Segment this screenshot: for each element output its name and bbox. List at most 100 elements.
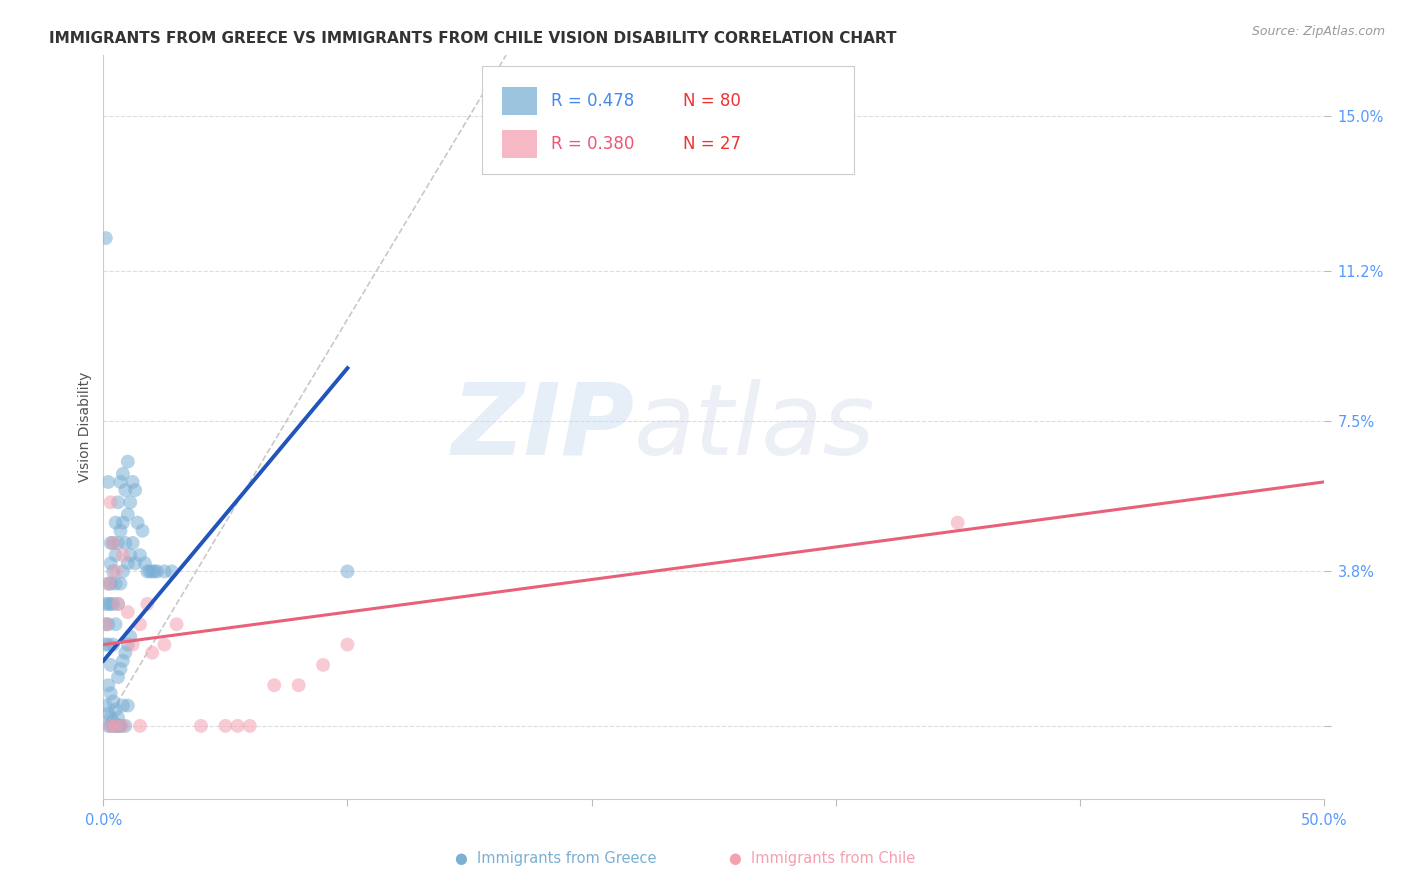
Point <box>110 475 132 489</box>
Point <box>114 483 136 497</box>
FancyBboxPatch shape <box>482 66 853 174</box>
Text: atlas: atlas <box>634 378 876 475</box>
Point <box>101 597 124 611</box>
Point <box>111 467 134 481</box>
Point <box>312 657 335 672</box>
Y-axis label: Vision Disability: Vision Disability <box>79 372 93 483</box>
Point <box>111 719 134 733</box>
Point <box>101 565 124 579</box>
Point <box>129 617 152 632</box>
Point <box>120 495 142 509</box>
FancyBboxPatch shape <box>502 130 537 159</box>
Point <box>124 556 146 570</box>
Text: ZIP: ZIP <box>451 378 634 475</box>
Point <box>107 495 129 509</box>
Point <box>143 565 166 579</box>
Point <box>94 638 117 652</box>
Point <box>141 646 163 660</box>
Point <box>110 719 132 733</box>
Point <box>141 565 163 579</box>
Point <box>120 548 142 562</box>
Text: N = 80: N = 80 <box>683 92 741 110</box>
Point <box>117 638 139 652</box>
Point <box>104 516 127 530</box>
Point <box>117 455 139 469</box>
Point <box>287 678 309 692</box>
Point <box>117 508 139 522</box>
Point <box>100 576 122 591</box>
Point <box>104 548 127 562</box>
Point <box>94 617 117 632</box>
Point <box>104 719 127 733</box>
Point <box>100 686 122 700</box>
Point <box>97 576 120 591</box>
Point <box>214 719 236 733</box>
Point <box>97 576 120 591</box>
Point <box>107 597 129 611</box>
Text: ●  Immigrants from Greece: ● Immigrants from Greece <box>454 851 657 865</box>
Point <box>107 536 129 550</box>
Point <box>104 703 127 717</box>
Point <box>94 231 117 245</box>
Point <box>124 483 146 497</box>
Point <box>100 556 122 570</box>
Point <box>111 516 134 530</box>
Point <box>110 662 132 676</box>
Point <box>263 678 285 692</box>
Point <box>97 475 120 489</box>
Point <box>100 711 122 725</box>
Point <box>111 565 134 579</box>
Text: ●  Immigrants from Chile: ● Immigrants from Chile <box>730 851 915 865</box>
Point <box>97 617 120 632</box>
Point <box>101 714 124 729</box>
Point <box>121 638 143 652</box>
Point <box>94 597 117 611</box>
FancyBboxPatch shape <box>502 87 537 115</box>
Point <box>107 711 129 725</box>
Point <box>134 556 156 570</box>
Point <box>101 536 124 550</box>
Point <box>121 536 143 550</box>
Point <box>104 565 127 579</box>
Point <box>120 630 142 644</box>
Text: R = 0.478: R = 0.478 <box>551 92 634 110</box>
Point <box>111 548 134 562</box>
Point <box>110 719 132 733</box>
Point <box>117 605 139 619</box>
Point <box>121 475 143 489</box>
Point <box>107 597 129 611</box>
Point <box>97 638 120 652</box>
Point <box>153 565 176 579</box>
Point <box>100 536 122 550</box>
Point <box>97 678 120 692</box>
Point <box>136 597 159 611</box>
Point <box>946 516 969 530</box>
Point <box>190 719 212 733</box>
Point <box>239 719 262 733</box>
Point <box>94 698 117 713</box>
Point <box>153 638 176 652</box>
Point <box>114 536 136 550</box>
Point <box>131 524 153 538</box>
Point <box>104 719 127 733</box>
Point <box>101 694 124 708</box>
Point <box>336 565 359 579</box>
Point <box>100 597 122 611</box>
Point <box>104 576 127 591</box>
Text: Source: ZipAtlas.com: Source: ZipAtlas.com <box>1251 25 1385 38</box>
Point <box>226 719 249 733</box>
Point <box>117 556 139 570</box>
Point <box>114 719 136 733</box>
Point <box>97 719 120 733</box>
Point <box>100 657 122 672</box>
Text: IMMIGRANTS FROM GREECE VS IMMIGRANTS FROM CHILE VISION DISABILITY CORRELATION CH: IMMIGRANTS FROM GREECE VS IMMIGRANTS FRO… <box>49 31 897 46</box>
Point <box>129 719 152 733</box>
Point <box>104 617 127 632</box>
Point <box>166 617 188 632</box>
Point <box>111 654 134 668</box>
Point <box>111 698 134 713</box>
Point <box>107 719 129 733</box>
Point <box>117 698 139 713</box>
Point <box>136 565 159 579</box>
Point <box>336 638 359 652</box>
